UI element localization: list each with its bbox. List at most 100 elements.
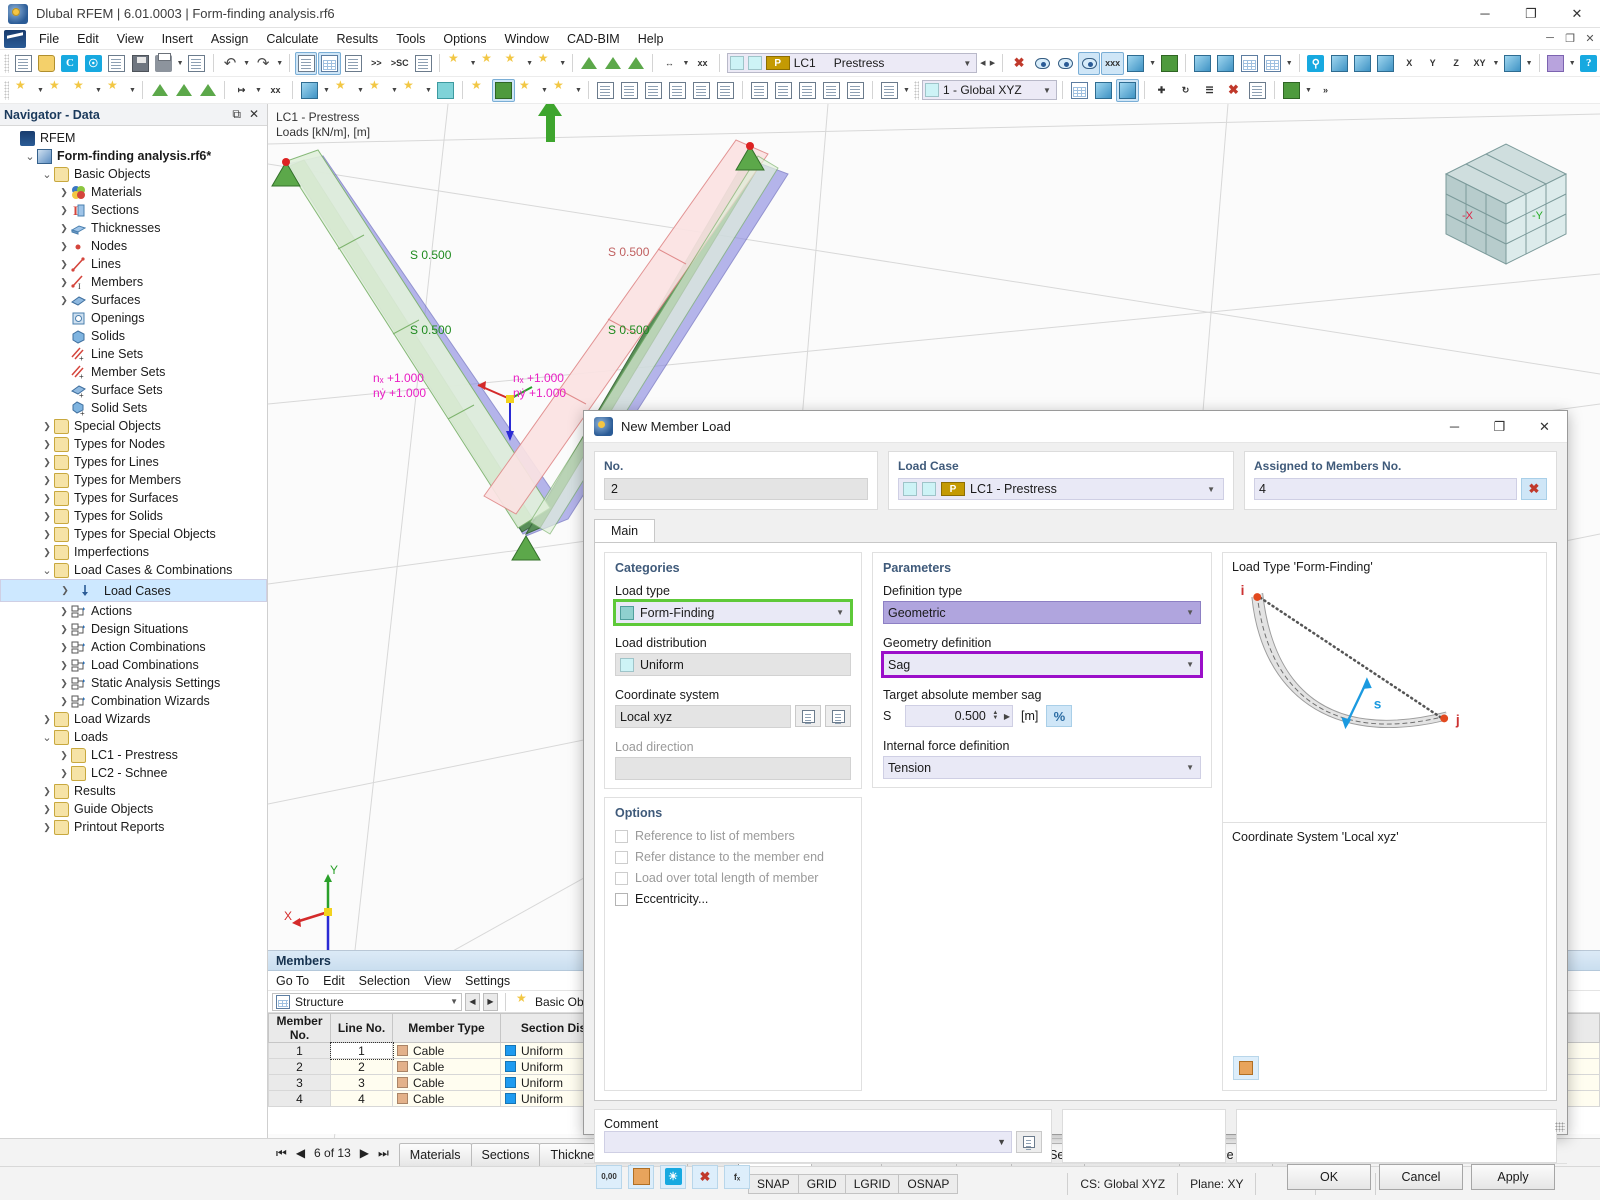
surface-set-icon[interactable] <box>400 78 423 102</box>
member-load-dropdown-icon[interactable]: ▼ <box>95 86 102 94</box>
snap-settings-icon[interactable] <box>878 79 901 102</box>
comment-copy-icon[interactable] <box>1016 1130 1042 1153</box>
members-view-combo[interactable]: Structure ▼ <box>272 992 462 1011</box>
help-icon[interactable]: ? <box>1578 52 1600 75</box>
menu-options[interactable]: Options <box>443 31 487 46</box>
data-panel-icon[interactable] <box>342 52 364 75</box>
nav-item-types-for-solids[interactable]: ❯ Types for Solids <box>0 507 267 525</box>
measure-icon[interactable] <box>1246 79 1269 102</box>
print-dropdown-icon[interactable]: ▼ <box>176 59 184 67</box>
target-sag-input[interactable]: 0.500 ▲ ▼ ▶ <box>905 705 1013 727</box>
nav-item-load-cases-combinations[interactable]: ⌄ Load Cases & Combinations <box>0 561 267 579</box>
nav-item-types-for-members[interactable]: ❯ Types for Members <box>0 471 267 489</box>
import-icon[interactable] <box>106 52 128 75</box>
avg-region-icon[interactable] <box>796 79 819 102</box>
nav-item-imperfections[interactable]: ❯ Imperfections <box>0 543 267 561</box>
rotate-icon[interactable]: ↻ <box>1181 84 1190 95</box>
menu-tools[interactable]: Tools <box>396 31 426 46</box>
cell-member-no[interactable]: 4 <box>268 1090 331 1107</box>
node-set-dropdown-icon[interactable]: ▼ <box>357 86 364 94</box>
line-hinge-icon[interactable] <box>642 79 665 102</box>
dialog-maximize-button[interactable]: ❐ <box>1493 418 1506 434</box>
render-loads-icon[interactable] <box>1078 51 1101 75</box>
rigid-link-icon[interactable] <box>594 79 617 102</box>
osnap-toggle[interactable]: OSNAP <box>898 1173 959 1194</box>
edit-coordinate-system-icon[interactable] <box>825 705 851 727</box>
members-next-button[interactable]: ▶ <box>483 992 498 1011</box>
chevron-down-icon[interactable]: ▼ <box>1186 608 1194 617</box>
expand-icon[interactable]: ▶ <box>1003 711 1010 721</box>
line-support-2-icon[interactable] <box>172 79 195 102</box>
members-menu-selection[interactable]: Selection <box>358 973 411 988</box>
cell-line-no[interactable]: 3 <box>330 1074 393 1091</box>
option-row-reference-to-list-of-members[interactable]: Reference to list of members <box>615 829 851 843</box>
expand-icon[interactable]: ❯ <box>43 438 51 449</box>
more-tools-icon[interactable]: » <box>1322 85 1328 95</box>
nav-item-lc2-schnee[interactable]: ❯ LC2 - Schnee <box>0 764 267 782</box>
menu-file[interactable]: File <box>39 31 60 46</box>
spinner-icon[interactable]: ▲ ▼ <box>992 710 999 721</box>
chevron-down-icon[interactable]: ▼ <box>450 997 458 1006</box>
load-case-next-icon[interactable]: ▶ <box>989 60 996 67</box>
load-case-prev-icon[interactable]: ◀ <box>980 60 986 67</box>
new-surface-icon[interactable] <box>535 51 557 75</box>
expand-icon[interactable]: ❯ <box>61 585 69 595</box>
menu-cad-bim[interactable]: CAD-BIM <box>566 31 620 46</box>
line-set-dropdown-icon[interactable]: ▼ <box>391 86 398 94</box>
member-divide-dropdown-icon[interactable]: ▼ <box>575 86 582 94</box>
cloud-icon[interactable]: C <box>59 52 81 75</box>
dimension-dropdown-icon[interactable]: ▼ <box>682 59 690 67</box>
expand-icon[interactable]: ❯ <box>43 546 51 557</box>
new-member-load-dialog[interactable]: New Member Load ─ ❐ ✕ No. 2 Load Case P … <box>583 410 1568 1190</box>
report-icon[interactable] <box>412 52 434 75</box>
pick-members-icon[interactable]: ✖ <box>1521 478 1547 500</box>
point-load-dropdown-icon[interactable]: ▼ <box>37 86 44 94</box>
hide-loads-icon[interactable] <box>1055 52 1077 75</box>
definition-type-select[interactable]: Geometric ▼ <box>883 601 1201 624</box>
isometric-icon[interactable] <box>1501 52 1523 75</box>
mirror-icon[interactable]: ☰ <box>1205 84 1214 95</box>
surface-support-2-icon[interactable] <box>196 79 219 102</box>
delete-load-icon[interactable]: ✖ <box>1013 55 1025 70</box>
load-case-select[interactable]: P LC1 - Prestress ▼ <box>898 478 1224 500</box>
coordinate-icon[interactable]: xx <box>697 58 708 68</box>
toolbar-grip-3[interactable] <box>914 80 919 100</box>
dialog-resize-handle[interactable] <box>1555 1122 1565 1132</box>
chevron-down-icon[interactable]: ▼ <box>1186 763 1194 772</box>
member-divide-icon[interactable] <box>550 78 573 102</box>
cloud-model-icon[interactable]: ☉ <box>82 52 104 75</box>
zoom-icon[interactable]: ⚲ <box>1305 52 1327 75</box>
nav-item-types-for-surfaces[interactable]: ❯ Types for Surfaces <box>0 489 267 507</box>
menu-view[interactable]: View <box>116 31 144 46</box>
checkbox-icon[interactable] <box>615 829 628 843</box>
expand-icon[interactable]: ❯ <box>60 276 68 287</box>
calculate-icon[interactable] <box>1191 52 1213 75</box>
menu-insert[interactable]: Insert <box>161 31 193 46</box>
nav-item-combination-wizards[interactable]: ❯ Combination Wizards <box>0 692 267 710</box>
new-member-load-icon[interactable] <box>70 78 93 102</box>
axis-xy-icon[interactable]: XY <box>1473 58 1486 68</box>
expand-icon[interactable]: ❯ <box>60 204 68 215</box>
chevron-down-icon[interactable]: ▼ <box>1043 85 1051 95</box>
work-plane-icon[interactable] <box>1092 79 1115 102</box>
model-display-icon[interactable] <box>1544 52 1566 75</box>
nav-item-form-finding-analysis-rf6[interactable]: ⌄ Form-finding analysis.rf6* <box>0 147 267 165</box>
nav-item-static-analysis-settings[interactable]: ❯ Static Analysis Settings <box>0 674 267 692</box>
member-ecc-dropdown-icon[interactable]: ▼ <box>541 86 548 94</box>
redo-icon[interactable]: ↷ <box>256 55 270 72</box>
chevron-down-icon[interactable]: ▼ <box>836 608 844 617</box>
undo-icon[interactable]: ↶ <box>223 55 237 72</box>
solid-dropdown-icon[interactable]: ▼ <box>323 86 330 94</box>
nav-item-action-combinations[interactable]: ❯ Action Combinations <box>0 638 267 656</box>
expand-icon[interactable]: ❯ <box>60 695 68 706</box>
lgrid-toggle[interactable]: LGRID <box>844 1173 900 1194</box>
visibility-icon[interactable] <box>1280 79 1303 102</box>
nav-item-members[interactable]: ❯ I Members <box>0 273 267 291</box>
redo-dropdown-icon[interactable]: ▼ <box>276 59 284 67</box>
isometric-dropdown-icon[interactable]: ▼ <box>1525 59 1533 67</box>
collapse-icon[interactable]: ⌄ <box>42 168 52 181</box>
new-member-dropdown-icon[interactable]: ▼ <box>526 59 534 67</box>
show-loads-icon[interactable] <box>1031 52 1053 75</box>
nav-item-nodes[interactable]: ❯ Nodes <box>0 237 267 255</box>
object-tab-sections[interactable]: Sections <box>470 1143 541 1166</box>
